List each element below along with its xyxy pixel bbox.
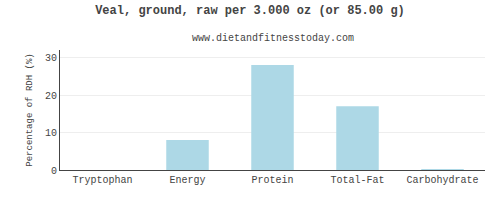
svg-text:Total-Fat: Total-Fat — [330, 175, 384, 186]
svg-text:0: 0 — [51, 166, 57, 177]
svg-text:30: 30 — [45, 53, 57, 64]
svg-text:Carbohydrate: Carbohydrate — [406, 175, 478, 186]
svg-text:10: 10 — [45, 128, 57, 139]
svg-text:www.dietandfitnesstoday.com: www.dietandfitnesstoday.com — [192, 33, 354, 44]
svg-text:Protein: Protein — [251, 175, 293, 186]
svg-text:Tryptophan: Tryptophan — [72, 175, 132, 186]
svg-text:20: 20 — [45, 91, 57, 102]
svg-text:Veal, ground, raw per 3.000 oz: Veal, ground, raw per 3.000 oz (or 85.00… — [95, 4, 405, 18]
svg-text:Energy: Energy — [169, 175, 205, 186]
svg-text:Percentage of RDH (%): Percentage of RDH (%) — [25, 53, 35, 166]
